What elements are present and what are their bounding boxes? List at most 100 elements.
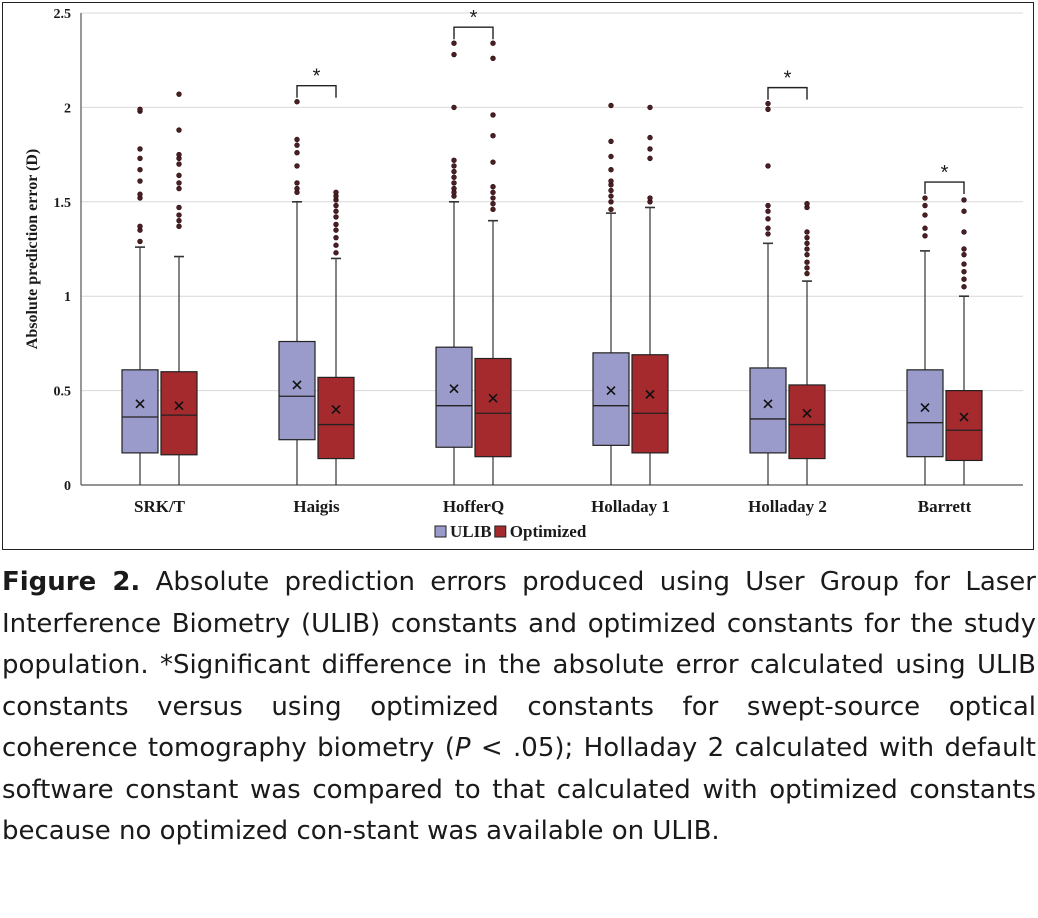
x-tick-label-hofferq: HofferQ [443, 497, 504, 516]
box-srk-t-optimized-outlier-1 [176, 217, 182, 224]
box-hofferq-optimized-outlier-7 [490, 112, 496, 118]
box-hofferq-optimized-outlier-8 [490, 55, 496, 62]
box-holladay-1-optimized-outlier-1 [647, 195, 653, 201]
caption-text-1: Absolute prediction errors produced usin… [2, 567, 1036, 763]
figure-caption: Figure 2. Absolute prediction errors pro… [2, 562, 1036, 853]
box-holladay-2-optimized-outlier-1 [804, 265, 810, 271]
box-haigis-optimized-outlier-5 [333, 214, 339, 220]
caption-p-symbol: P [454, 733, 471, 763]
box-haigis-ulib-outlier-3 [294, 163, 300, 169]
box-holladay-1-ulib-outlier-3 [608, 187, 614, 194]
box-hofferq-optimized-iqr [474, 357, 512, 458]
y-tick-label-3: 1.5 [54, 196, 72, 211]
y-tick-label-1: 0.5 [54, 385, 72, 400]
box-holladay-2-optimized-mean-marker [802, 408, 812, 418]
box-barrett-optimized-outlier-6 [961, 229, 967, 235]
box-srk-t-optimized-outlier-0 [176, 223, 182, 230]
box-haigis-optimized-outlier-0 [333, 250, 339, 256]
box-srk-t-ulib-outlier-2 [137, 223, 143, 230]
box-holladay-1-ulib-iqr [592, 352, 630, 446]
box-srk-t-optimized-outlier-5 [176, 180, 182, 186]
box-haigis-ulib-outlier-7 [294, 99, 300, 105]
y-tick-label-2: 1 [64, 290, 71, 305]
box-haigis-ulib-outlier-4 [294, 150, 300, 156]
box-holladay-2-optimized-outlier-2 [804, 259, 810, 265]
box-srk-t-ulib-outlier-7 [137, 155, 143, 162]
box-holladay-1-ulib-outlier-6 [608, 167, 614, 173]
box-holladay-1-ulib-outlier-9 [608, 102, 614, 109]
box-holladay-2-ulib-outlier-0 [765, 231, 771, 237]
y-tick-label-0: 0 [64, 479, 71, 494]
box-srk-t-optimized-outlier-3 [176, 204, 182, 211]
box-hofferq-ulib-outlier-7 [451, 157, 457, 163]
box-holladay-1-ulib-outlier-7 [608, 153, 614, 160]
box-holladay-1-optimized-mean-marker [645, 389, 655, 399]
box-hofferq-ulib-outlier-2 [451, 185, 457, 192]
box-barrett-ulib-mean-marker [920, 403, 930, 413]
box-srk-t-optimized-outlier-7 [176, 161, 182, 167]
box-hofferq-ulib-mean-marker [449, 384, 459, 394]
box-barrett-optimized-outlier-8 [961, 197, 967, 203]
box-holladay-1-optimized-outlier-3 [647, 146, 653, 152]
box-hofferq-optimized-outlier-2 [490, 195, 496, 201]
box-hofferq-ulib-outlier-5 [451, 168, 457, 175]
x-tick-label-srk-t: SRK/T [134, 497, 186, 516]
box-haigis-optimized-outlier-7 [333, 202, 339, 209]
box-barrett-ulib-outlier-3 [922, 202, 928, 209]
box-barrett-ulib-outlier-4 [922, 195, 928, 201]
box-hofferq-optimized-outlier-3 [490, 189, 496, 196]
box-holladay-1-ulib-outlier-0 [608, 206, 614, 213]
box-hofferq-ulib-outlier-10 [451, 40, 457, 46]
significance-bracket-hofferq [453, 26, 494, 40]
box-holladay-2-ulib-mean-marker [763, 399, 773, 409]
x-tick-label-haigis: Haigis [293, 497, 340, 516]
significance-star-holladay-2: * [784, 68, 792, 90]
box-srk-t-ulib-outlier-8 [137, 146, 143, 152]
box-holladay-1-ulib-outlier-1 [608, 199, 614, 205]
box-srk-t-optimized-outlier-10 [176, 127, 182, 133]
box-srk-t-ulib-outlier-5 [137, 178, 143, 184]
chart-frame: 0 0.5 1 1.5 2 2.5 Absolute prediction error (D… [2, 2, 1034, 550]
box-holladay-2-ulib-outlier-1 [765, 225, 771, 231]
box-haigis-optimized-outlier-3 [333, 227, 339, 233]
box-srk-t-optimized-outlier-6 [176, 172, 182, 179]
box-holladay-1-optimized-outlier-2 [647, 155, 653, 162]
box-holladay-2-optimized-outlier-9 [804, 200, 810, 207]
box-srk-t-ulib-mean-marker [135, 399, 145, 409]
box-holladay-2-optimized-outlier-6 [804, 234, 810, 241]
box-holladay-2-ulib-outlier-3 [765, 208, 771, 214]
box-hofferq-ulib-outlier-4 [451, 174, 457, 180]
legend-swatch-optimized [494, 525, 507, 538]
box-haigis-ulib-outlier-5 [294, 142, 300, 148]
box-holladay-2-ulib-outlier-2 [765, 216, 771, 222]
box-holladay-2-optimized-outlier-7 [804, 229, 810, 235]
box-srk-t-optimized-outlier-4 [176, 185, 182, 192]
caption-label: Figure 2. [2, 567, 141, 597]
box-hofferq-ulib-outlier-3 [451, 180, 457, 186]
box-barrett-optimized-mean-marker [959, 412, 969, 422]
x-tick-label-holladay-2: Holladay 2 [748, 497, 827, 516]
box-srk-t-ulib-outlier-6 [137, 167, 143, 173]
legend-label-optimized: Optimized [510, 522, 587, 541]
box-holladay-1-ulib-outlier-8 [608, 138, 614, 145]
y-tick-label-4: 2 [64, 101, 71, 116]
box-haigis-optimized-outlier-2 [333, 234, 339, 241]
box-haigis-ulib-mean-marker [292, 380, 302, 390]
box-holladay-2-ulib-iqr [749, 367, 787, 454]
box-srk-t-ulib-iqr [121, 369, 159, 454]
box-barrett-optimized-outlier-4 [961, 251, 967, 258]
box-haigis-ulib-outlier-1 [294, 185, 300, 192]
significance-bracket-haigis [296, 85, 337, 98]
box-holladay-1-ulib-outlier-2 [608, 193, 614, 199]
box-hofferq-ulib-outlier-6 [451, 163, 457, 169]
box-holladay-2-optimized-outlier-3 [804, 251, 810, 258]
box-holladay-2-optimized-outlier-5 [804, 240, 810, 247]
box-hofferq-optimized-mean-marker [488, 393, 498, 403]
box-srk-t-ulib-outlier-0 [137, 238, 143, 245]
box-holladay-1-ulib-outlier-5 [608, 178, 614, 184]
box-srk-t-optimized-outlier-11 [176, 91, 182, 97]
box-hofferq-optimized-outlier-0 [490, 206, 496, 213]
box-holladay-2-optimized-outlier-4 [804, 246, 810, 252]
y-tick-label-5: 2.5 [54, 7, 72, 22]
box-haigis-ulib-outlier-2 [294, 180, 300, 186]
